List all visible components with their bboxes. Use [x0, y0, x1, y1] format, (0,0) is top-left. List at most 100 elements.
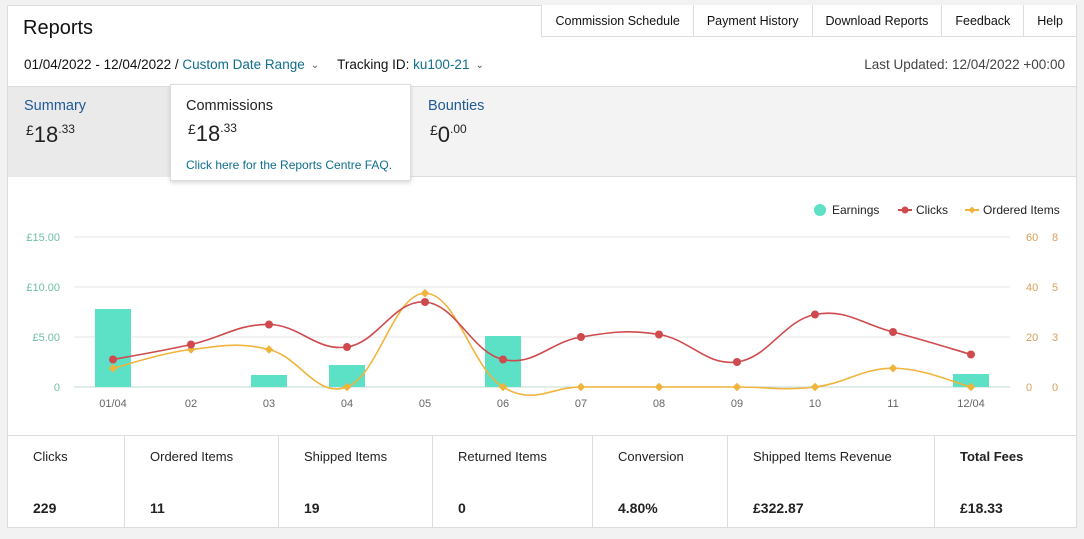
ordered-items-point: [420, 289, 430, 298]
date-range-dropdown[interactable]: Custom Date Range: [182, 57, 305, 72]
clicks-point: [811, 310, 819, 319]
stat-value: £18.33: [960, 500, 1003, 516]
ordered-items-point: [108, 364, 118, 373]
commissions-amount: £18.33: [188, 121, 237, 146]
legend-clicks-marker: [901, 206, 909, 214]
x-tick-label: 06: [497, 398, 509, 410]
y-left-tick-label: 0: [54, 382, 60, 394]
stat-ordered-items: Ordered Items 11: [125, 436, 279, 528]
tab-bounties-label: Bounties: [428, 98, 485, 114]
clicks-line: [112, 301, 972, 364]
last-updated: Last Updated: 12/04/2022 +00:00: [864, 57, 1065, 72]
ordered-items-point: [966, 382, 976, 392]
date-range-text: 01/04/2022 - 12/04/2022 /: [24, 57, 179, 72]
chevron-down-icon[interactable]: ⌄: [475, 60, 484, 71]
x-tick-label: 09: [731, 398, 743, 410]
y-left-tick-label: £10.00: [26, 282, 60, 294]
legend-label: Ordered Items: [983, 203, 1060, 217]
x-tick-label: 11: [887, 398, 898, 410]
ordered-items-point: [810, 382, 820, 392]
tracking-id-label: Tracking ID:: [337, 57, 410, 72]
earnings-bar: [251, 375, 287, 387]
commission-schedule-button[interactable]: Commission Schedule: [542, 5, 694, 37]
ordered-items-point: [732, 382, 742, 392]
x-tick-label: 08: [653, 398, 665, 410]
tab-bounties[interactable]: Bounties £0.00: [412, 87, 612, 177]
x-tick-label: 04: [341, 398, 353, 410]
bounties-amount: £0.00: [430, 122, 467, 147]
x-tick-label: 01/04: [99, 398, 127, 410]
reports-panel: Reports Commission Schedule Payment Hist…: [7, 5, 1077, 528]
stat-label: Returned Items: [458, 449, 547, 464]
stat-label: Clicks: [33, 449, 68, 464]
clicks-point: [421, 298, 429, 306]
stat-returned-items: Returned Items 0: [433, 436, 593, 528]
legend-earnings-marker: [814, 204, 826, 216]
clicks-point: [655, 330, 663, 339]
clicks-point: [499, 355, 507, 364]
y-right-items-tick-label: 0: [1052, 382, 1058, 394]
stats-row: Clicks 229 Ordered Items 11 Shipped Items 19 R…: [8, 435, 1076, 528]
stat-shipped-items: Shipped Items 19: [279, 436, 433, 528]
y-right-items-tick-label: 3: [1052, 332, 1058, 344]
stat-value: 0: [458, 500, 466, 516]
y-right-clicks-tick-label: 20: [1026, 332, 1038, 344]
legend-label: Earnings: [832, 203, 879, 217]
stat-label: Ordered Items: [150, 449, 234, 464]
ordered-items-line: [112, 292, 972, 397]
stat-conversion: Conversion 4.80%: [593, 436, 728, 528]
top-nav: Commission Schedule Payment History Down…: [541, 5, 1077, 37]
stat-value: 19: [304, 500, 320, 516]
legend-label: Clicks: [916, 203, 948, 217]
tab-summary[interactable]: Summary £18.33: [8, 87, 170, 177]
y-right-items-tick-label: 8: [1052, 232, 1058, 244]
help-button[interactable]: Help: [1024, 5, 1077, 37]
y-right-clicks-tick-label: 40: [1026, 282, 1038, 294]
y-right-items-tick-label: 5: [1052, 282, 1058, 294]
ordered-items-point: [576, 382, 586, 392]
stat-value: 229: [33, 500, 57, 516]
stat-label: Conversion: [618, 449, 684, 464]
clicks-point: [577, 333, 585, 341]
x-tick-label: 12/04: [957, 398, 985, 410]
y-left-tick-label: £5.00: [32, 332, 60, 344]
x-tick-label: 10: [809, 398, 821, 410]
stat-label: Shipped Items Revenue: [753, 449, 892, 464]
x-tick-label: 03: [263, 398, 275, 410]
filter-bar: 01/04/2022 - 12/04/2022 / Custom Date Ra…: [24, 57, 502, 72]
stat-clicks: Clicks 229: [8, 436, 125, 528]
chevron-down-icon[interactable]: ⌄: [310, 60, 320, 71]
stat-value: 4.80%: [618, 500, 658, 516]
report-tabs: Summary £18.33 Bounties £0.00: [8, 86, 1076, 177]
clicks-point: [889, 328, 897, 336]
ordered-items-point: [498, 382, 508, 392]
summary-amount: £18.33: [26, 122, 75, 147]
clicks-point: [187, 340, 195, 349]
download-reports-button[interactable]: Download Reports: [812, 5, 943, 37]
faq-link[interactable]: Click here for the Reports Centre FAQ.: [186, 158, 393, 172]
x-tick-label: 05: [419, 398, 431, 410]
payment-history-button[interactable]: Payment History: [693, 5, 813, 37]
tab-commissions-label: Commissions: [186, 98, 274, 114]
page-title: Reports: [23, 17, 94, 39]
y-left-tick-label: £15.00: [26, 232, 60, 244]
tab-commissions[interactable]: Commissions £18.33 Click here for the Re…: [170, 84, 411, 181]
earnings-bar: [95, 309, 131, 387]
tab-summary-label: Summary: [24, 98, 87, 114]
stat-value: 11: [150, 500, 165, 516]
clicks-point: [967, 350, 975, 359]
ordered-items-point: [264, 345, 274, 354]
y-right-clicks-tick-label: 0: [1026, 382, 1032, 394]
stat-shipped-items-revenue: Shipped Items Revenue £322.87: [728, 436, 935, 528]
tracking-id-dropdown[interactable]: ku100-21: [413, 57, 470, 72]
clicks-point: [265, 320, 273, 329]
stat-label: Total Fees: [960, 449, 1024, 464]
stat-value: £322.87: [753, 500, 804, 516]
ordered-items-point: [342, 382, 352, 392]
legend-ordered-marker: [968, 206, 976, 214]
stat-label: Shipped Items: [304, 449, 388, 464]
x-tick-label: 07: [575, 398, 587, 410]
feedback-button[interactable]: Feedback: [942, 5, 1025, 37]
clicks-point: [343, 343, 351, 351]
